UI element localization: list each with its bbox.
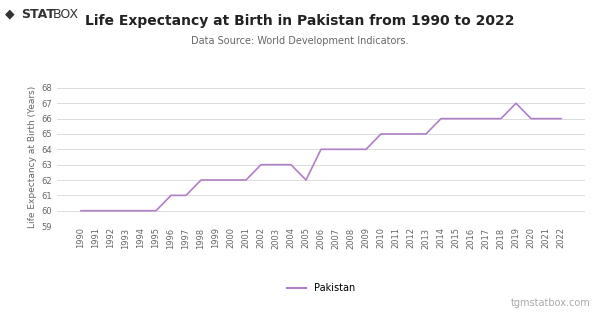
Text: tgmstatbox.com: tgmstatbox.com (511, 298, 591, 308)
Text: ◆: ◆ (5, 8, 14, 21)
Text: Data Source: World Development Indicators.: Data Source: World Development Indicator… (191, 36, 409, 46)
Legend: Pakistan: Pakistan (283, 279, 359, 297)
Text: BOX: BOX (53, 8, 79, 21)
Text: Life Expectancy at Birth in Pakistan from 1990 to 2022: Life Expectancy at Birth in Pakistan fro… (85, 14, 515, 28)
Y-axis label: Life Expectancy at Birth (Years): Life Expectancy at Birth (Years) (28, 86, 37, 228)
Text: STAT: STAT (22, 8, 55, 21)
